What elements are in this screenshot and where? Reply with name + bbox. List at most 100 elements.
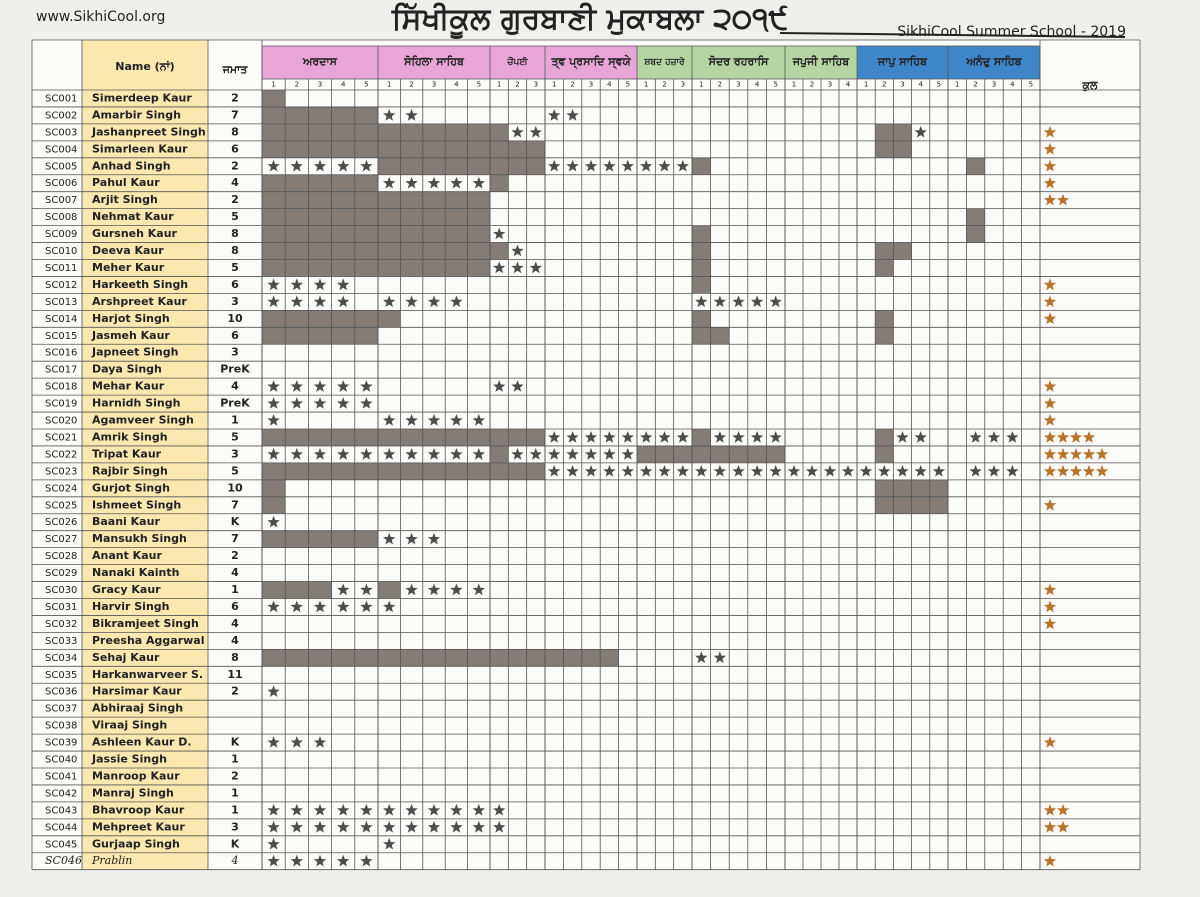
filled-cell — [354, 140, 378, 158]
section-header-bg — [692, 46, 785, 79]
filled-cell — [331, 530, 355, 548]
star-sticker — [405, 176, 418, 189]
student-id: SC018 — [45, 382, 77, 393]
star-sticker — [472, 414, 485, 426]
filled-cell — [875, 327, 894, 345]
star-sticker — [267, 414, 280, 426]
star-sticker — [769, 464, 782, 477]
star-sticker — [1043, 447, 1057, 460]
star-sticker — [450, 414, 463, 426]
star-sticker — [1043, 600, 1057, 613]
student-grade: 7 — [231, 532, 239, 545]
filled-cell — [490, 140, 509, 158]
star-sticker — [805, 464, 819, 477]
star-sticker — [1043, 193, 1057, 206]
star-sticker — [695, 651, 708, 664]
part-number: 1 — [699, 81, 703, 89]
filled-cell — [285, 208, 309, 226]
filled-cell — [422, 191, 446, 209]
star-sticker — [337, 447, 350, 460]
filled-cell — [422, 429, 446, 446]
star-sticker — [290, 278, 303, 291]
student-grade: 4 — [231, 634, 239, 647]
student-name: Prablin — [91, 854, 132, 867]
total-header: ਕੁਲ — [1082, 79, 1099, 92]
grade-header: ਜਮਾਤ — [222, 63, 249, 76]
student-name: Abhiraaj Singh — [92, 702, 183, 715]
filled-cell — [445, 462, 468, 480]
filled-cell — [331, 259, 355, 277]
star-sticker — [896, 431, 909, 443]
star-sticker — [313, 736, 327, 748]
star-sticker — [695, 464, 708, 477]
student-grade: 8 — [231, 125, 239, 138]
part-number: 2 — [515, 81, 519, 89]
star-sticker — [427, 583, 441, 596]
name-column-bg — [82, 40, 208, 870]
student-name: Harvir Singh — [92, 600, 169, 613]
filled-cell — [445, 649, 468, 667]
student-name: Rajbir Singh — [92, 464, 168, 477]
student-id: SC031 — [45, 602, 77, 613]
subtitle: SikhiCool Summer School - 2019 — [897, 24, 1126, 40]
filled-cell — [692, 429, 711, 446]
part-number: 2 — [570, 81, 574, 89]
filled-cell — [929, 496, 948, 514]
table-bg — [32, 40, 1140, 870]
filled-cell — [354, 259, 378, 277]
star-sticker — [511, 261, 524, 274]
filled-cell — [875, 445, 894, 463]
part-number: 2 — [718, 81, 722, 89]
filled-cell — [331, 429, 355, 446]
filled-cell — [308, 310, 332, 328]
student-name: Arshpreet Kaur — [92, 295, 187, 308]
filled-cell — [467, 649, 490, 667]
star-sticker — [337, 380, 350, 392]
filled-cell — [262, 140, 286, 158]
filled-cell — [400, 208, 423, 226]
student-id: SC021 — [45, 432, 77, 443]
filled-cell — [422, 242, 446, 260]
student-grade: 8 — [231, 227, 239, 240]
part-number: 1 — [497, 81, 501, 89]
filled-cell — [331, 327, 355, 345]
filled-cell — [490, 174, 509, 192]
part-number: 5 — [477, 81, 481, 89]
filled-cell — [445, 123, 468, 141]
filled-cell — [354, 462, 378, 480]
star-sticker — [511, 447, 524, 460]
filled-cell — [490, 462, 509, 480]
star-sticker — [337, 803, 350, 816]
filled-cell — [692, 276, 711, 294]
student-name: Jassie Singh — [91, 753, 167, 766]
star-sticker — [1043, 854, 1057, 867]
star-sticker — [676, 431, 689, 443]
filled-cell — [378, 191, 401, 209]
star-sticker — [1082, 431, 1096, 443]
filled-cell — [354, 208, 378, 226]
filled-cell — [285, 242, 309, 260]
student-id: SC016 — [45, 348, 77, 359]
student-id: SC010 — [45, 246, 77, 257]
star-sticker — [450, 820, 463, 833]
student-name: Deeva Kaur — [92, 244, 164, 257]
part-number: 1 — [955, 81, 959, 89]
filled-cell — [378, 123, 401, 141]
star-sticker — [405, 532, 418, 545]
star-sticker — [1043, 464, 1057, 477]
filled-cell — [285, 174, 309, 192]
student-id: SC004 — [45, 144, 77, 155]
filled-cell — [262, 530, 286, 548]
filled-cell — [331, 174, 355, 192]
star-sticker — [405, 108, 418, 121]
filled-cell — [308, 242, 332, 260]
star-sticker — [1043, 820, 1057, 833]
filled-cell — [490, 445, 509, 463]
star-sticker — [841, 464, 855, 477]
filled-cell — [400, 242, 423, 260]
filled-cell — [637, 445, 656, 463]
star-sticker — [360, 159, 373, 172]
score-table: ਅਰਦਾਸ 1 2 3 4 5 ਸੋਹਿਲਾ ਸਾਹਿਬ 1 2 3 4 5 ਚੌਪਈ 1 2 3 ਤ੍ਵ ਪ੍… — [31, 39, 1141, 871]
star-sticker — [450, 583, 463, 596]
filled-cell — [262, 649, 286, 667]
